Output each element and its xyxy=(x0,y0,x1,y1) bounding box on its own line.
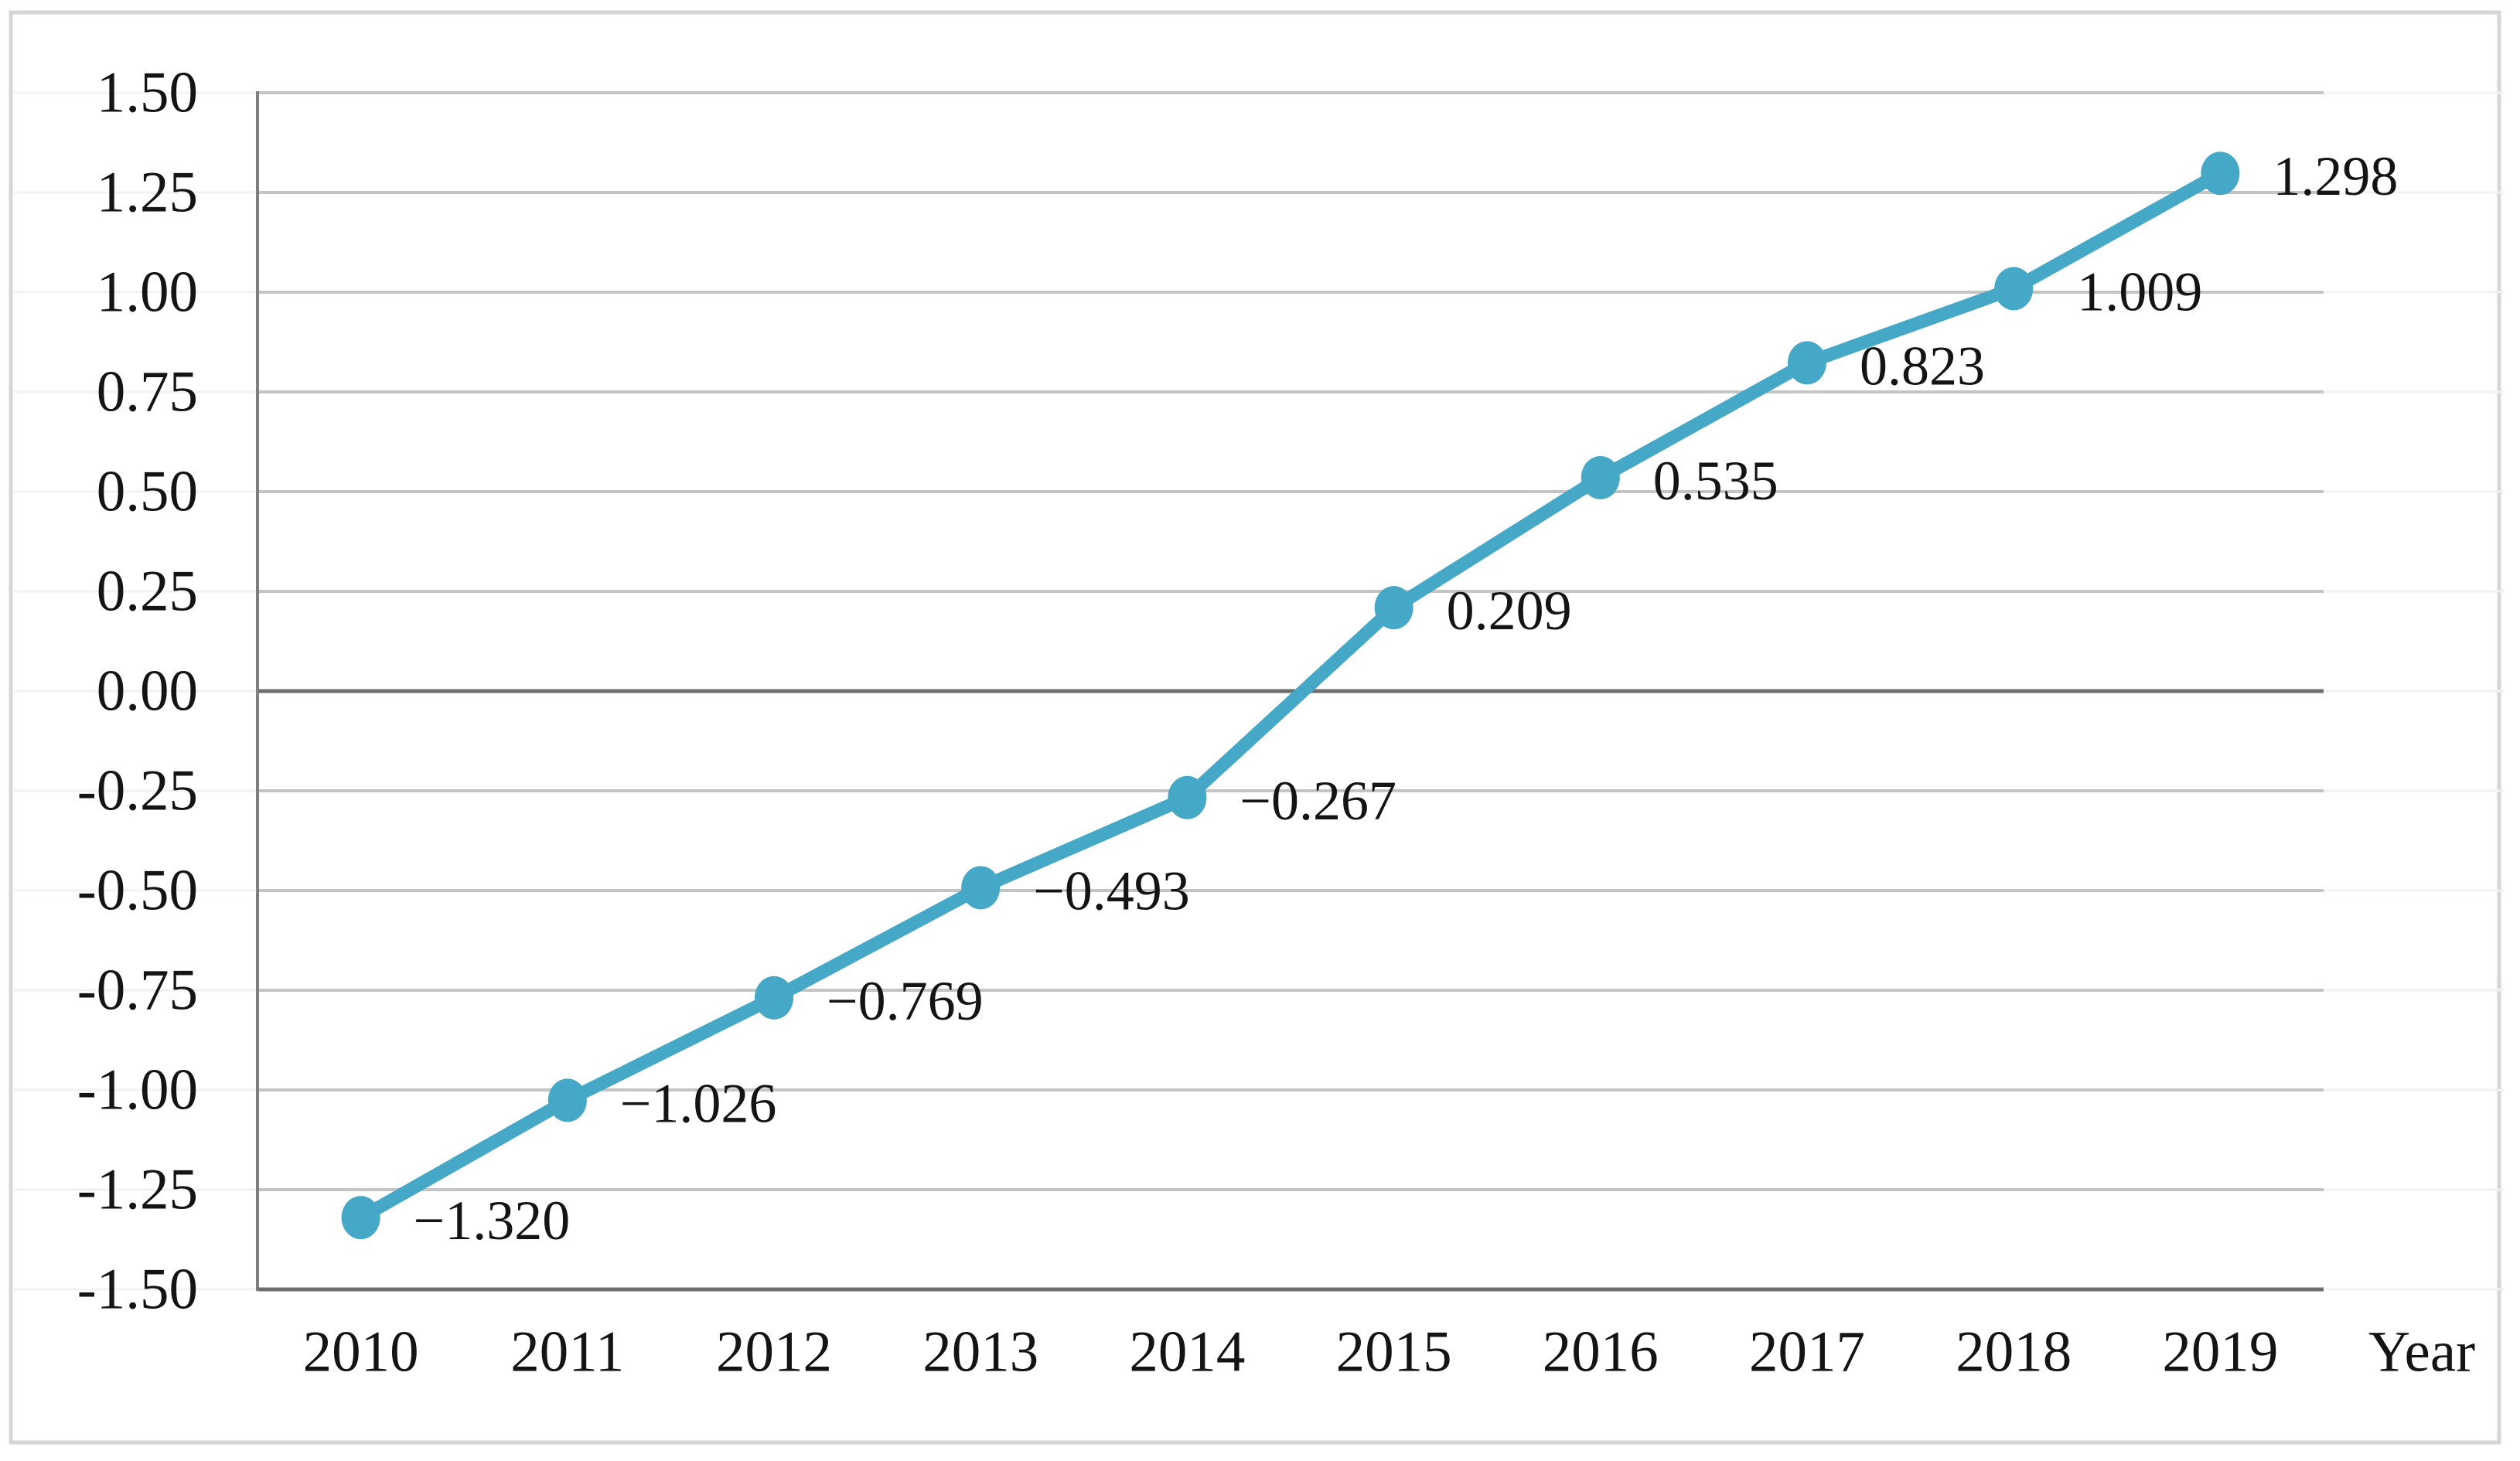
axes-group xyxy=(256,91,2324,1292)
data-point-marker xyxy=(2201,152,2240,196)
x-tick-label: 2014 xyxy=(1129,1320,1245,1384)
x-tick-label: 2011 xyxy=(510,1320,624,1384)
data-point-marker xyxy=(1168,775,1207,819)
y-tick-label: -0.50 xyxy=(77,859,198,923)
data-point-marker xyxy=(1374,586,1413,630)
y-tick-label: 0.50 xyxy=(97,460,198,524)
data-point-label: 0.535 xyxy=(1653,450,1778,512)
x-tick-label: 2018 xyxy=(1956,1320,2072,1384)
x-tick-label: 2015 xyxy=(1336,1320,1452,1384)
y-tick-label: -1.50 xyxy=(77,1258,198,1322)
data-point-label: 1.009 xyxy=(2077,261,2202,322)
data-point-marker xyxy=(1788,341,1826,385)
data-point-label: −0.769 xyxy=(827,970,984,1032)
y-tick-label: 0.00 xyxy=(97,659,198,724)
data-point-label: −1.320 xyxy=(414,1190,571,1252)
y-tick-label: 0.75 xyxy=(97,360,198,424)
x-tick-labels-group: 2010 2011 2012 2013 2014 2015 2016 2017 2018 2019 xyxy=(303,1320,2279,1384)
data-point-label: 0.823 xyxy=(1860,335,1985,397)
x-tick-label: 2013 xyxy=(922,1320,1038,1384)
data-point-label: −1.026 xyxy=(620,1072,777,1134)
x-tick-label: 2016 xyxy=(1543,1320,1659,1384)
y-tick-label: -1.25 xyxy=(77,1158,198,1222)
y-tick-label: 1.25 xyxy=(97,161,198,225)
y-tick-label: -0.25 xyxy=(77,759,198,823)
data-point-marker xyxy=(1994,267,2034,311)
series-line xyxy=(354,166,2227,1224)
data-point-marker xyxy=(341,1196,380,1240)
y-tick-label: -1.00 xyxy=(77,1058,198,1122)
data-point-label: −0.493 xyxy=(1033,860,1190,921)
data-point-marker xyxy=(755,976,793,1020)
figure-border xyxy=(9,10,2501,1445)
x-tick-label: 2012 xyxy=(716,1320,832,1384)
x-tick-label: 2010 xyxy=(303,1320,419,1384)
data-point-marker xyxy=(547,1078,587,1122)
y-tick-label: 1.00 xyxy=(97,261,198,325)
markers-group xyxy=(341,152,2240,1240)
y-tick-label: -0.75 xyxy=(77,959,198,1023)
y-tick-label: 0.25 xyxy=(97,560,198,624)
data-point-marker xyxy=(1581,455,1620,499)
series-group xyxy=(354,166,2227,1224)
data-labels-group: −1.320 −1.026 −0.769 −0.493 −0.267 0.209 0.535… xyxy=(414,145,2399,1252)
y-tick-labels-group: 1.50 1.25 1.00 0.75 0.50 0.25 0.00 -0.25 -0.50 -0… xyxy=(77,61,198,1322)
data-point-label: 0.209 xyxy=(1447,580,1572,642)
x-tick-label: 2019 xyxy=(2162,1320,2278,1384)
gridlines-group xyxy=(257,91,2324,1191)
x-tick-label: 2017 xyxy=(1749,1320,1865,1384)
x-axis-title: Year xyxy=(2368,1320,2475,1384)
data-point-label: 1.298 xyxy=(2273,145,2398,207)
data-point-marker xyxy=(961,866,1001,910)
data-point-label: −0.267 xyxy=(1240,770,1396,832)
y-tick-label: 1.50 xyxy=(97,61,198,125)
